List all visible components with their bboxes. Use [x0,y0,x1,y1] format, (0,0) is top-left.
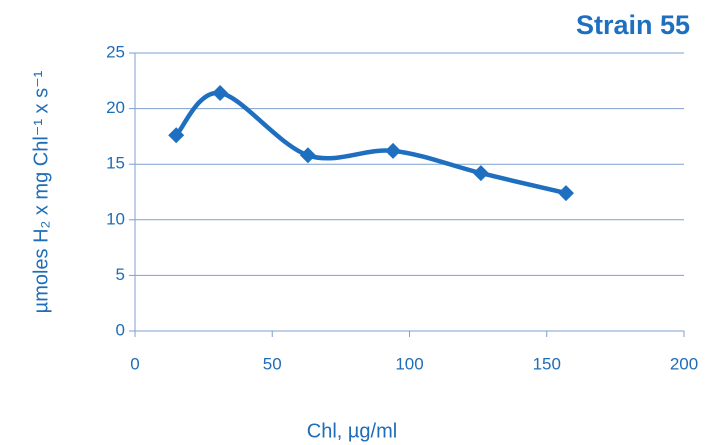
series-line [173,90,569,196]
y-tick-label: 0 [116,320,125,339]
x-tick-label: 150 [533,354,561,373]
data-point [385,142,402,159]
y-tick-label: 10 [106,209,125,228]
y-tick-label: 5 [116,265,125,284]
x-tick-label: 0 [130,354,139,373]
y-axis-title: µmoles H₂ x mg Chl⁻¹ x s⁻¹ [30,70,52,313]
data-point [212,85,229,102]
data-point [557,185,574,202]
chart-title: Strain 55 [576,10,690,40]
x-tick-label: 50 [263,354,282,373]
x-tick-label: 100 [395,354,423,373]
data-point [299,147,316,164]
y-tick-label: 15 [106,154,125,173]
data-point [472,165,489,182]
x-tick-label: 200 [670,354,698,373]
y-tick-label: 20 [106,98,125,117]
data-point [168,127,185,144]
y-tick-label: 25 [106,42,125,61]
x-axis-title: Chl, µg/ml [307,420,397,442]
